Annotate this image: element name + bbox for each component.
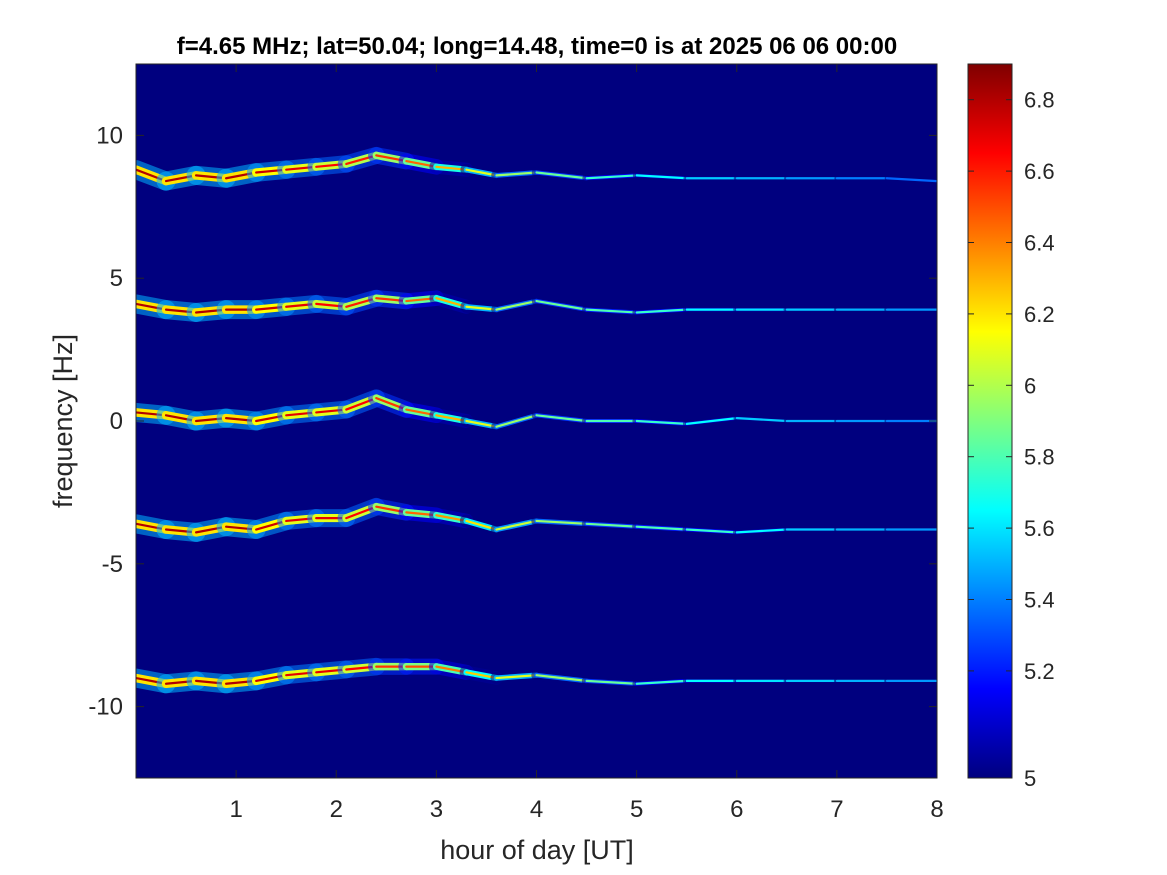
trace-core-segment	[535, 674, 588, 682]
trace-core-segment	[735, 417, 788, 423]
trace-core-segment	[585, 174, 638, 180]
trace-core-segment	[495, 519, 538, 531]
colorbar	[967, 63, 1013, 779]
y-axis-ticks: 10 5 0 -5 -10	[88, 122, 937, 721]
y-tick-label: -10	[88, 694, 123, 721]
colorbar-ticks: 5 5.2 5.4 5.6 5.8 6 6.2 6.4 6.6 6.8	[968, 88, 1055, 791]
trace-5	[136, 657, 937, 694]
y-tick-label: -5	[102, 551, 123, 578]
trace-2	[136, 289, 937, 322]
x-tick-label: 3	[430, 796, 443, 823]
x-axis-ticks: 1 2 3 4 5 6 7 8	[229, 64, 944, 823]
trace-core-segment	[585, 522, 638, 528]
y-tick-label: 10	[96, 122, 123, 149]
x-tick-label: 8	[930, 796, 943, 823]
trace-core-segment	[535, 414, 588, 423]
trace-core-segment	[585, 679, 638, 685]
colorbar-tick-label: 6.8	[1024, 88, 1055, 113]
colorbar-tick-label: 5	[1024, 766, 1036, 791]
trace-core-segment	[685, 417, 738, 425]
x-axis-label: hour of day [UT]	[440, 835, 634, 865]
x-tick-label: 2	[330, 796, 343, 823]
trace-core-segment	[535, 171, 588, 180]
x-tick-label: 1	[229, 796, 242, 823]
colorbar-tick-label: 6	[1024, 373, 1036, 398]
chart-title: f=4.65 MHz; lat=50.04; long=14.48, time=…	[177, 33, 897, 60]
trace-core-segment	[735, 528, 788, 534]
y-axis-label: frequency [Hz]	[48, 334, 78, 508]
x-tick-label: 6	[730, 796, 743, 823]
colorbar-tick-label: 5.8	[1024, 445, 1055, 470]
trace-3	[136, 389, 937, 433]
x-tick-label: 7	[830, 796, 843, 823]
x-tick-label: 5	[630, 796, 643, 823]
trace-core-segment	[635, 525, 688, 531]
y-tick-label: 5	[110, 265, 123, 292]
x-tick-label: 4	[530, 796, 543, 823]
trace-core-segment	[535, 299, 588, 311]
colorbar-tick-label: 5.2	[1024, 659, 1055, 684]
spectrogram-traces	[136, 146, 937, 694]
trace-core-segment	[495, 299, 538, 311]
trace-core-segment	[885, 177, 937, 183]
trace-core-segment	[535, 519, 588, 525]
trace-core-segment	[495, 414, 538, 428]
trace-core-segment	[495, 171, 538, 177]
trace-core-segment	[685, 528, 738, 534]
colorbar-tick-label: 6.4	[1024, 231, 1055, 256]
trace-core-segment	[635, 174, 688, 180]
colorbar-tick-label: 5.4	[1024, 588, 1055, 613]
colorbar-tick-label: 5.6	[1024, 516, 1055, 541]
y-tick-label: 0	[110, 408, 123, 435]
trace-4	[136, 497, 937, 542]
colorbar-tick-label: 6.2	[1024, 302, 1055, 327]
trace-core-segment	[585, 308, 638, 314]
trace-core-segment	[635, 308, 688, 314]
trace-core-segment	[635, 679, 688, 685]
colorbar-tick-label: 6.6	[1024, 159, 1055, 184]
trace-core-segment	[635, 419, 688, 425]
trace-1	[136, 146, 937, 191]
trace-core-segment	[495, 674, 538, 680]
